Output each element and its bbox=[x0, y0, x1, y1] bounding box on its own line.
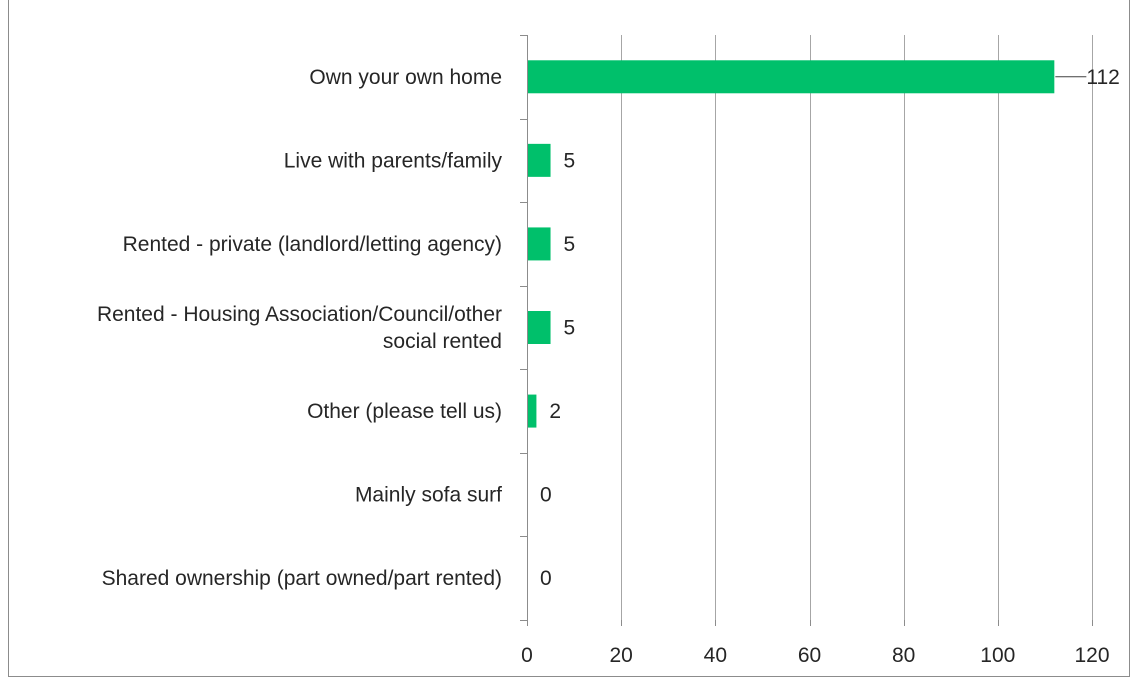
category-labels: Own your own home Live with parents/famil… bbox=[97, 66, 503, 590]
bar-0 bbox=[528, 60, 1055, 94]
bar-3 bbox=[528, 311, 551, 344]
category-label-2: Rented - private (landlord/letting agenc… bbox=[123, 233, 502, 256]
bar-2 bbox=[528, 227, 551, 261]
data-label-3: 5 bbox=[564, 317, 576, 340]
tick-labels: 0 20 40 60 80 100 120 bbox=[521, 644, 1109, 667]
category-label-3-line-0: Rented - Housing Association/Council/oth… bbox=[97, 303, 502, 326]
tick-label-60: 60 bbox=[798, 644, 821, 667]
gridlines bbox=[621, 35, 1093, 620]
tick-label-80: 80 bbox=[892, 644, 915, 667]
tick-label-40: 40 bbox=[704, 644, 727, 667]
category-label-6: Shared ownership (part owned/part rented… bbox=[102, 567, 502, 590]
data-label-6: 0 bbox=[540, 567, 552, 590]
category-label-5: Mainly sofa surf bbox=[355, 484, 502, 507]
chart-frame bbox=[8, 0, 1130, 677]
category-label-4: Other (please tell us) bbox=[307, 400, 502, 423]
tick-label-0: 0 bbox=[521, 644, 533, 667]
tick-label-100: 100 bbox=[980, 644, 1015, 667]
bar-1 bbox=[528, 143, 551, 177]
tick-label-120: 120 bbox=[1074, 644, 1109, 667]
bars bbox=[528, 60, 1055, 428]
category-label-1: Live with parents/family bbox=[284, 149, 503, 172]
data-label-5: 0 bbox=[540, 484, 552, 507]
data-labels: 112 5 5 5 2 0 0 bbox=[540, 66, 1120, 590]
tick-label-20: 20 bbox=[609, 644, 632, 667]
category-axis bbox=[520, 35, 1093, 626]
bar-4 bbox=[528, 394, 537, 428]
data-label-0: 112 bbox=[1086, 66, 1119, 89]
data-label-1: 5 bbox=[564, 149, 576, 172]
data-label-2: 5 bbox=[564, 233, 576, 256]
data-label-4: 2 bbox=[549, 400, 561, 423]
category-label-0: Own your own home bbox=[309, 66, 502, 89]
category-label-3-line-1: social rented bbox=[383, 330, 502, 353]
